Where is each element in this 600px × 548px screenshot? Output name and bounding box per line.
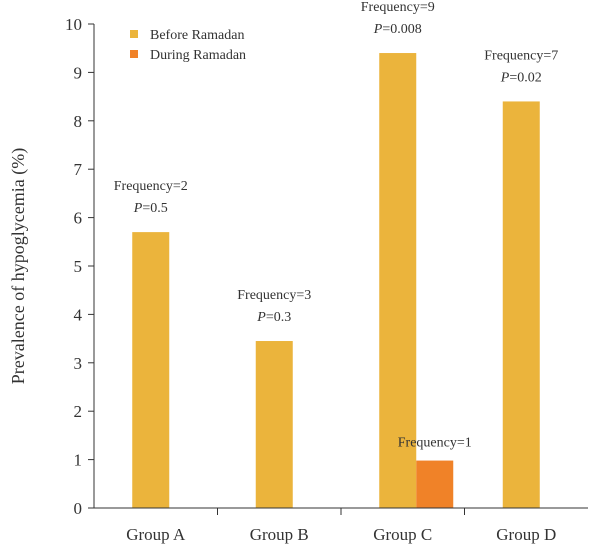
bars (132, 53, 540, 508)
legend-swatch (130, 50, 138, 58)
y-tick-label: 5 (74, 257, 83, 276)
y-tick-label: 2 (74, 402, 83, 421)
legend: Before Ramadan During Ramadan (130, 28, 246, 63)
annotation-frequency: Frequency=3 (237, 288, 311, 303)
annotation-frequency: Frequency=2 (114, 179, 188, 194)
y-axis-title: Prevalence of hypoglycemia (%) (8, 148, 29, 384)
p-number: =0.008 (382, 22, 421, 37)
annotation-p-value: P=0.008 (373, 22, 422, 37)
x-category-label: Group C (373, 525, 432, 544)
p-symbol: P (133, 201, 143, 216)
p-number: =0.02 (509, 70, 541, 85)
x-axis-categories: Group A Group B Group C Group D (126, 525, 556, 544)
bar-before-ramadan-group-a (132, 232, 170, 508)
axes (93, 24, 588, 515)
y-tick-label: 4 (74, 305, 83, 324)
annotation-frequency: Frequency=9 (361, 0, 435, 15)
y-tick-label: 9 (74, 63, 83, 82)
bar-during-ramadan-group-c (416, 460, 454, 508)
y-axis-ticks: 0 1 2 3 4 5 6 7 8 9 10 (65, 15, 94, 518)
y-tick-label: 1 (74, 451, 83, 470)
legend-label: During Ramadan (150, 48, 246, 63)
y-tick-label: 0 (74, 499, 83, 518)
p-number: =0.5 (142, 201, 167, 216)
annotation-p-value: P=0.02 (500, 70, 542, 85)
legend-swatch (130, 30, 138, 38)
p-symbol: P (500, 70, 510, 85)
y-tick-label: 10 (65, 15, 82, 34)
p-symbol: P (256, 310, 266, 325)
p-symbol: P (373, 22, 383, 37)
annotation-frequency: Frequency=7 (484, 48, 558, 63)
y-tick-label: 6 (74, 209, 83, 228)
bar-before-ramadan-group-d (502, 101, 540, 508)
annotations: Frequency=2P=0.5Frequency=3P=0.3Frequenc… (114, 0, 559, 451)
y-tick-label: 7 (74, 160, 83, 179)
x-category-label: Group B (250, 525, 309, 544)
x-category-label: Group A (126, 525, 186, 544)
p-number: =0.3 (266, 310, 291, 325)
bar-before-ramadan-group-c (379, 53, 417, 508)
annotation-p-value: P=0.5 (133, 201, 168, 216)
annotation-p-value: P=0.3 (256, 310, 291, 325)
bar-before-ramadan-group-b (255, 341, 293, 508)
legend-label: Before Ramadan (150, 28, 244, 43)
x-category-label: Group D (496, 525, 556, 544)
annotation-frequency: Frequency=1 (398, 436, 472, 451)
y-tick-label: 8 (74, 112, 83, 131)
y-tick-label: 3 (74, 354, 83, 373)
